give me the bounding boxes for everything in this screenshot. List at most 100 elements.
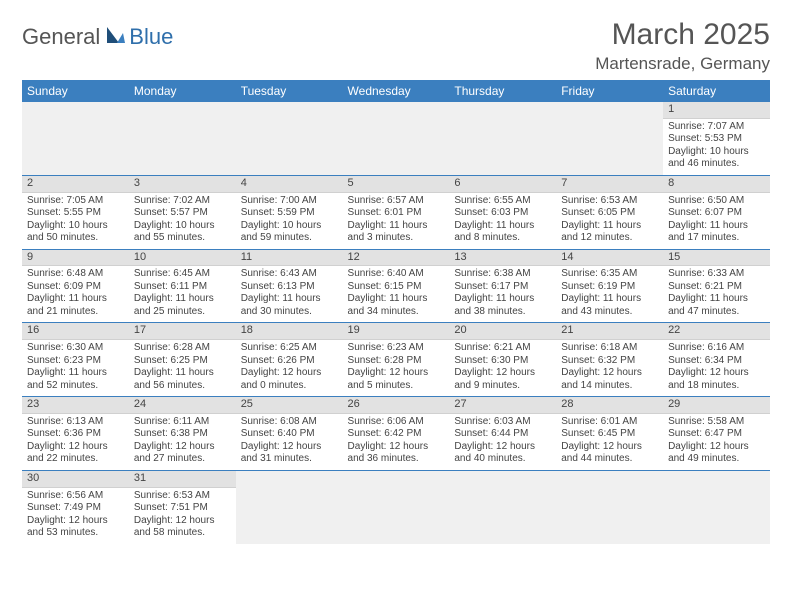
daylight-line: Daylight: 12 hours and 9 minutes. <box>454 367 551 392</box>
calendar-row: 1Sunrise: 7:07 AMSunset: 5:53 PMDaylight… <box>22 102 770 175</box>
calendar-day: 25Sunrise: 6:08 AMSunset: 6:40 PMDayligh… <box>236 397 343 471</box>
day-number: 5 <box>343 176 450 193</box>
daylight-line: Daylight: 10 hours and 50 minutes. <box>27 220 124 245</box>
calendar-day: 14Sunrise: 6:35 AMSunset: 6:19 PMDayligh… <box>556 249 663 323</box>
calendar-body: 1Sunrise: 7:07 AMSunset: 5:53 PMDaylight… <box>22 102 770 544</box>
month-title: March 2025 <box>595 18 770 52</box>
day-content: Sunrise: 6:23 AMSunset: 6:28 PMDaylight:… <box>343 340 450 396</box>
daylight-line: Daylight: 10 hours and 55 minutes. <box>134 220 231 245</box>
sunset-line: Sunset: 6:34 PM <box>668 355 765 368</box>
day-number: 12 <box>343 250 450 267</box>
calendar-blank <box>129 102 236 175</box>
sunrise-line: Sunrise: 6:03 AM <box>454 416 551 429</box>
calendar-blank <box>236 102 343 175</box>
day-content: Sunrise: 5:58 AMSunset: 6:47 PMDaylight:… <box>663 414 770 470</box>
calendar-day: 4Sunrise: 7:00 AMSunset: 5:59 PMDaylight… <box>236 175 343 249</box>
sunrise-line: Sunrise: 6:01 AM <box>561 416 658 429</box>
day-content: Sunrise: 6:35 AMSunset: 6:19 PMDaylight:… <box>556 266 663 322</box>
daylight-line: Daylight: 12 hours and 0 minutes. <box>241 367 338 392</box>
day-number: 2 <box>22 176 129 193</box>
day-number: 4 <box>236 176 343 193</box>
calendar-blank <box>449 470 556 543</box>
calendar-day: 10Sunrise: 6:45 AMSunset: 6:11 PMDayligh… <box>129 249 236 323</box>
sunset-line: Sunset: 7:49 PM <box>27 502 124 515</box>
daylight-line: Daylight: 11 hours and 38 minutes. <box>454 293 551 318</box>
daylight-line: Daylight: 10 hours and 46 minutes. <box>668 146 765 171</box>
calendar-day: 5Sunrise: 6:57 AMSunset: 6:01 PMDaylight… <box>343 175 450 249</box>
sunset-line: Sunset: 6:21 PM <box>668 281 765 294</box>
day-content: Sunrise: 6:11 AMSunset: 6:38 PMDaylight:… <box>129 414 236 470</box>
weekday-header: Saturday <box>663 80 770 102</box>
calendar-day: 20Sunrise: 6:21 AMSunset: 6:30 PMDayligh… <box>449 323 556 397</box>
sunrise-line: Sunrise: 6:50 AM <box>668 195 765 208</box>
day-number: 23 <box>22 397 129 414</box>
sunset-line: Sunset: 6:23 PM <box>27 355 124 368</box>
day-content: Sunrise: 6:53 AMSunset: 7:51 PMDaylight:… <box>129 488 236 544</box>
sunrise-line: Sunrise: 6:57 AM <box>348 195 445 208</box>
day-number: 7 <box>556 176 663 193</box>
day-number: 16 <box>22 323 129 340</box>
sunrise-line: Sunrise: 6:35 AM <box>561 268 658 281</box>
day-number: 25 <box>236 397 343 414</box>
sunset-line: Sunset: 6:25 PM <box>134 355 231 368</box>
daylight-line: Daylight: 11 hours and 56 minutes. <box>134 367 231 392</box>
daylight-line: Daylight: 11 hours and 47 minutes. <box>668 293 765 318</box>
sunrise-line: Sunrise: 5:58 AM <box>668 416 765 429</box>
day-number: 20 <box>449 323 556 340</box>
daylight-line: Daylight: 11 hours and 21 minutes. <box>27 293 124 318</box>
day-number: 11 <box>236 250 343 267</box>
calendar-day: 9Sunrise: 6:48 AMSunset: 6:09 PMDaylight… <box>22 249 129 323</box>
day-number: 17 <box>129 323 236 340</box>
day-number: 31 <box>129 471 236 488</box>
day-content: Sunrise: 6:57 AMSunset: 6:01 PMDaylight:… <box>343 193 450 249</box>
sunset-line: Sunset: 6:09 PM <box>27 281 124 294</box>
calendar-day: 18Sunrise: 6:25 AMSunset: 6:26 PMDayligh… <box>236 323 343 397</box>
sunset-line: Sunset: 6:45 PM <box>561 428 658 441</box>
calendar-day: 8Sunrise: 6:50 AMSunset: 6:07 PMDaylight… <box>663 175 770 249</box>
calendar-day: 11Sunrise: 6:43 AMSunset: 6:13 PMDayligh… <box>236 249 343 323</box>
day-content: Sunrise: 6:18 AMSunset: 6:32 PMDaylight:… <box>556 340 663 396</box>
logo-text-general: General <box>22 24 100 50</box>
daylight-line: Daylight: 12 hours and 53 minutes. <box>27 515 124 540</box>
sunrise-line: Sunrise: 6:48 AM <box>27 268 124 281</box>
sunrise-line: Sunrise: 6:56 AM <box>27 490 124 503</box>
calendar-day: 3 Sunrise: 7:02 AMSunset: 5:57 PMDaylight… <box>129 175 236 249</box>
sunrise-line: Sunrise: 6:53 AM <box>561 195 658 208</box>
day-number: 13 <box>449 250 556 267</box>
day-content: Sunrise: 6:45 AMSunset: 6:11 PMDaylight:… <box>129 266 236 322</box>
sunrise-line: Sunrise: 6:45 AM <box>134 268 231 281</box>
calendar-day: 19Sunrise: 6:23 AMSunset: 6:28 PMDayligh… <box>343 323 450 397</box>
sunset-line: Sunset: 6:38 PM <box>134 428 231 441</box>
sunrise-line: Sunrise: 6:13 AM <box>27 416 124 429</box>
sunset-line: Sunset: 5:57 PM <box>134 207 231 220</box>
sunset-line: Sunset: 6:17 PM <box>454 281 551 294</box>
daylight-line: Daylight: 12 hours and 5 minutes. <box>348 367 445 392</box>
weekday-header: Wednesday <box>343 80 450 102</box>
logo: General Blue <box>22 24 173 50</box>
calendar-day: 24Sunrise: 6:11 AMSunset: 6:38 PMDayligh… <box>129 397 236 471</box>
sunrise-line: Sunrise: 6:18 AM <box>561 342 658 355</box>
logo-text-blue: Blue <box>129 24 173 50</box>
day-content: Sunrise: 6:38 AMSunset: 6:17 PMDaylight:… <box>449 266 556 322</box>
daylight-line: Daylight: 11 hours and 52 minutes. <box>27 367 124 392</box>
logo-sail-icon <box>105 25 127 50</box>
daylight-line: Daylight: 12 hours and 58 minutes. <box>134 515 231 540</box>
calendar-blank <box>556 470 663 543</box>
sunrise-line: Sunrise: 6:40 AM <box>348 268 445 281</box>
day-content: Sunrise: 6:40 AMSunset: 6:15 PMDaylight:… <box>343 266 450 322</box>
day-number: 1 <box>663 102 770 119</box>
daylight-line: Daylight: 12 hours and 44 minutes. <box>561 441 658 466</box>
day-content: Sunrise: 6:43 AMSunset: 6:13 PMDaylight:… <box>236 266 343 322</box>
daylight-line: Daylight: 12 hours and 18 minutes. <box>668 367 765 392</box>
day-number: 22 <box>663 323 770 340</box>
calendar-row: 2Sunrise: 7:05 AMSunset: 5:55 PMDaylight… <box>22 175 770 249</box>
daylight-line: Daylight: 12 hours and 40 minutes. <box>454 441 551 466</box>
day-number: 3 <box>129 176 236 193</box>
sunrise-line: Sunrise: 7:02 AM <box>134 195 231 208</box>
sunrise-line: Sunrise: 6:30 AM <box>27 342 124 355</box>
sunrise-line: Sunrise: 6:11 AM <box>134 416 231 429</box>
sunset-line: Sunset: 6:11 PM <box>134 281 231 294</box>
calendar-day: 22Sunrise: 6:16 AMSunset: 6:34 PMDayligh… <box>663 323 770 397</box>
calendar-day: 23Sunrise: 6:13 AMSunset: 6:36 PMDayligh… <box>22 397 129 471</box>
day-number: 6 <box>449 176 556 193</box>
